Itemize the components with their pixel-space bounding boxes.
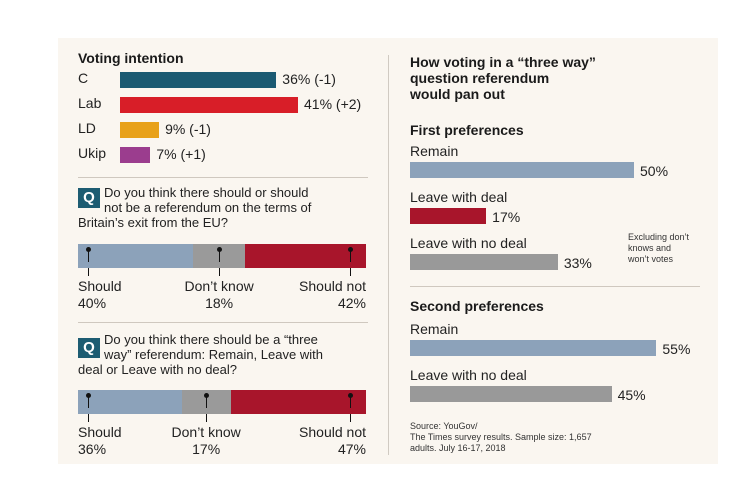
source-note: Source: YouGov/ The Times survey results… [410,421,592,454]
value-label: 41% (+2) [304,96,362,112]
bar [120,147,151,163]
party-label: Lab [78,95,102,111]
first-preferences-title: First preferences [410,122,524,138]
q1-line2: not be a referendum on the terms of [104,200,312,215]
marker-stem [350,268,351,276]
right-title-line1: How voting in a “three way” [410,54,596,70]
bar [410,208,487,224]
marker-stem [350,250,351,262]
segment-value: 18% [205,295,234,311]
note-line3: won’t votes [628,254,674,264]
bar-segment [245,244,366,268]
party-label: C [78,70,89,86]
marker-stem [219,268,221,276]
bar-label: Remain [410,321,459,337]
value-label: 17% [492,209,521,225]
marker-dot [86,247,91,252]
q1-badge: Q [78,188,100,208]
source-line3: adults. July 16-17, 2018 [410,443,506,453]
marker-stem [88,396,89,408]
column-divider [388,55,389,455]
right-title: How voting in a “three way” question ref… [410,54,596,102]
value-label: 50% [640,163,669,179]
bar-label: Remain [410,143,459,159]
marker-stem [88,250,89,262]
source-line2: The Times survey results. Sample size: 1… [410,432,592,442]
q1-line3: Britain’s exit from the EU? [78,215,229,230]
segment-name: Don’t know [184,278,254,294]
value-label: 33% [563,255,592,271]
right-title-line3: would pan out [410,86,505,102]
bar-label: Leave with no deal [410,235,527,251]
marker-dot [217,247,223,252]
segment-value: 47% [337,441,366,457]
note-line2: knows and [628,243,672,253]
bar [120,97,298,113]
bar-segment [78,244,194,268]
marker-stem [219,250,221,262]
value-label: 9% (-1) [165,121,211,137]
segment-value: 42% [337,295,366,311]
bar-label: Leave with deal [410,189,508,205]
bar [410,162,634,178]
segment-value: 36% [78,441,107,457]
segment-label: Should not 47% [299,424,366,458]
bar [120,122,160,138]
marker-stem [206,396,208,408]
bar [410,254,558,270]
segment-name: Should not [299,278,366,294]
source-line1: Source: YouGov/ [410,421,478,431]
exclusion-note: Excluding don’t knows and won’t votes [628,232,689,265]
marker-stem [88,414,89,422]
second-preferences-title: Second preferences [410,298,544,314]
segment-value: 40% [78,295,107,311]
segment-name: Don’t know [171,424,241,440]
marker-stem [350,414,351,422]
value-label: 7% (+1) [156,146,206,162]
marker-dot [86,393,91,398]
right-title-line2: question referendum [410,70,550,86]
divider-rule [410,286,700,287]
bar [410,386,612,402]
segment-value: 17% [192,441,221,457]
segment-label: Should not 42% [299,278,366,312]
segment-label: Don’t know 17% [166,424,246,458]
marker-stem [88,268,89,276]
q2-line3: deal or Leave with no deal? [78,362,238,377]
segment-name: Should [78,424,122,440]
divider-rule [78,322,368,323]
q1-line1: Do you think there should or should [104,185,309,200]
segment-name: Should [78,278,122,294]
q2-line2: way” referendum: Remain, Leave with [104,347,323,362]
marker-stem [206,414,208,422]
party-label: Ukip [78,145,107,161]
marker-dot [348,247,353,252]
segment-label: Should 36% [78,424,122,458]
value-label: 36% (-1) [282,71,336,87]
note-line1: Excluding don’t [628,232,690,242]
value-label: 55% [662,341,691,357]
q2-line1: Do you think there should be a “three [104,332,318,347]
bar-label: Leave with no deal [410,367,527,383]
bar [410,340,657,356]
segment-name: Should not [299,424,366,440]
marker-dot [348,393,353,398]
bar-segment [230,390,366,414]
segment-label: Don’t know 18% [179,278,259,312]
bar [120,72,277,88]
value-label: 45% [617,387,646,403]
segment-label: Should 40% [78,278,122,312]
divider-rule [78,177,368,178]
bar-segment [78,390,182,414]
marker-stem [350,396,351,408]
voting-title: Voting intention [78,50,184,66]
q2-badge: Q [78,338,100,358]
party-label: LD [78,120,96,136]
marker-dot [204,393,210,398]
